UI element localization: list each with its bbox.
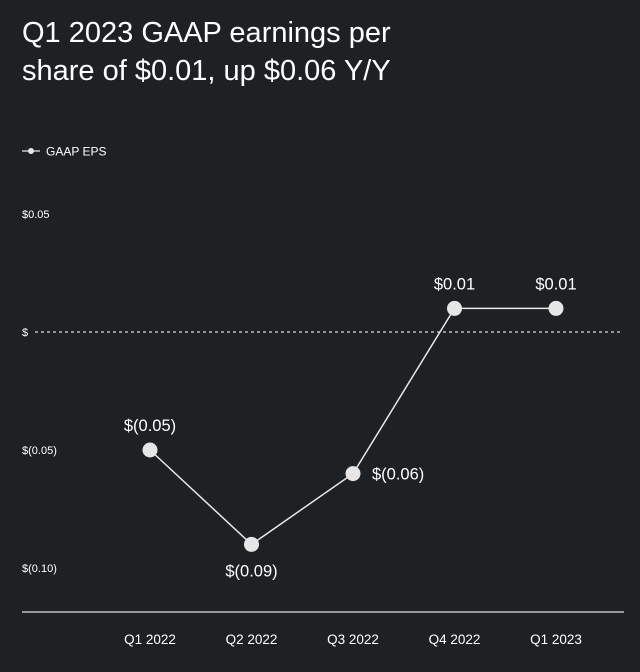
data-label: $0.01 bbox=[535, 275, 576, 293]
y-tick-label: $(0.10) bbox=[22, 563, 57, 575]
data-point bbox=[548, 300, 564, 316]
legend-marker bbox=[28, 148, 34, 154]
data-label: $(0.09) bbox=[225, 562, 277, 580]
chart-title: Q1 2023 GAAP earnings per share of $0.01… bbox=[22, 14, 612, 90]
data-point bbox=[244, 536, 259, 552]
data-label: $(0.06) bbox=[372, 466, 424, 484]
x-tick-label: Q1 2023 bbox=[530, 632, 582, 647]
data-point bbox=[447, 300, 462, 316]
chart-title-line-2: share of $0.01, up $0.06 Y/Y bbox=[22, 55, 391, 87]
legend: GAAP EPS bbox=[22, 145, 106, 159]
y-tick-label: $ bbox=[22, 327, 28, 339]
data-label: $(0.05) bbox=[124, 417, 176, 435]
series-line-gaap-eps bbox=[149, 307, 556, 546]
chart-title-line-1: Q1 2023 GAAP earnings per bbox=[22, 17, 391, 49]
legend-label: GAAP EPS bbox=[46, 145, 106, 159]
x-tick-label: Q4 2022 bbox=[429, 632, 481, 647]
data-point bbox=[142, 442, 158, 458]
x-tick-label: Q2 2022 bbox=[226, 632, 278, 647]
x-tick-label: Q1 2022 bbox=[124, 632, 176, 647]
y-tick-label: $(0.05) bbox=[22, 445, 57, 457]
y-tick-label: $0.05 bbox=[22, 209, 50, 221]
x-tick-label: Q3 2022 bbox=[327, 632, 379, 647]
data-point bbox=[345, 466, 361, 482]
data-label: $0.01 bbox=[434, 275, 475, 293]
